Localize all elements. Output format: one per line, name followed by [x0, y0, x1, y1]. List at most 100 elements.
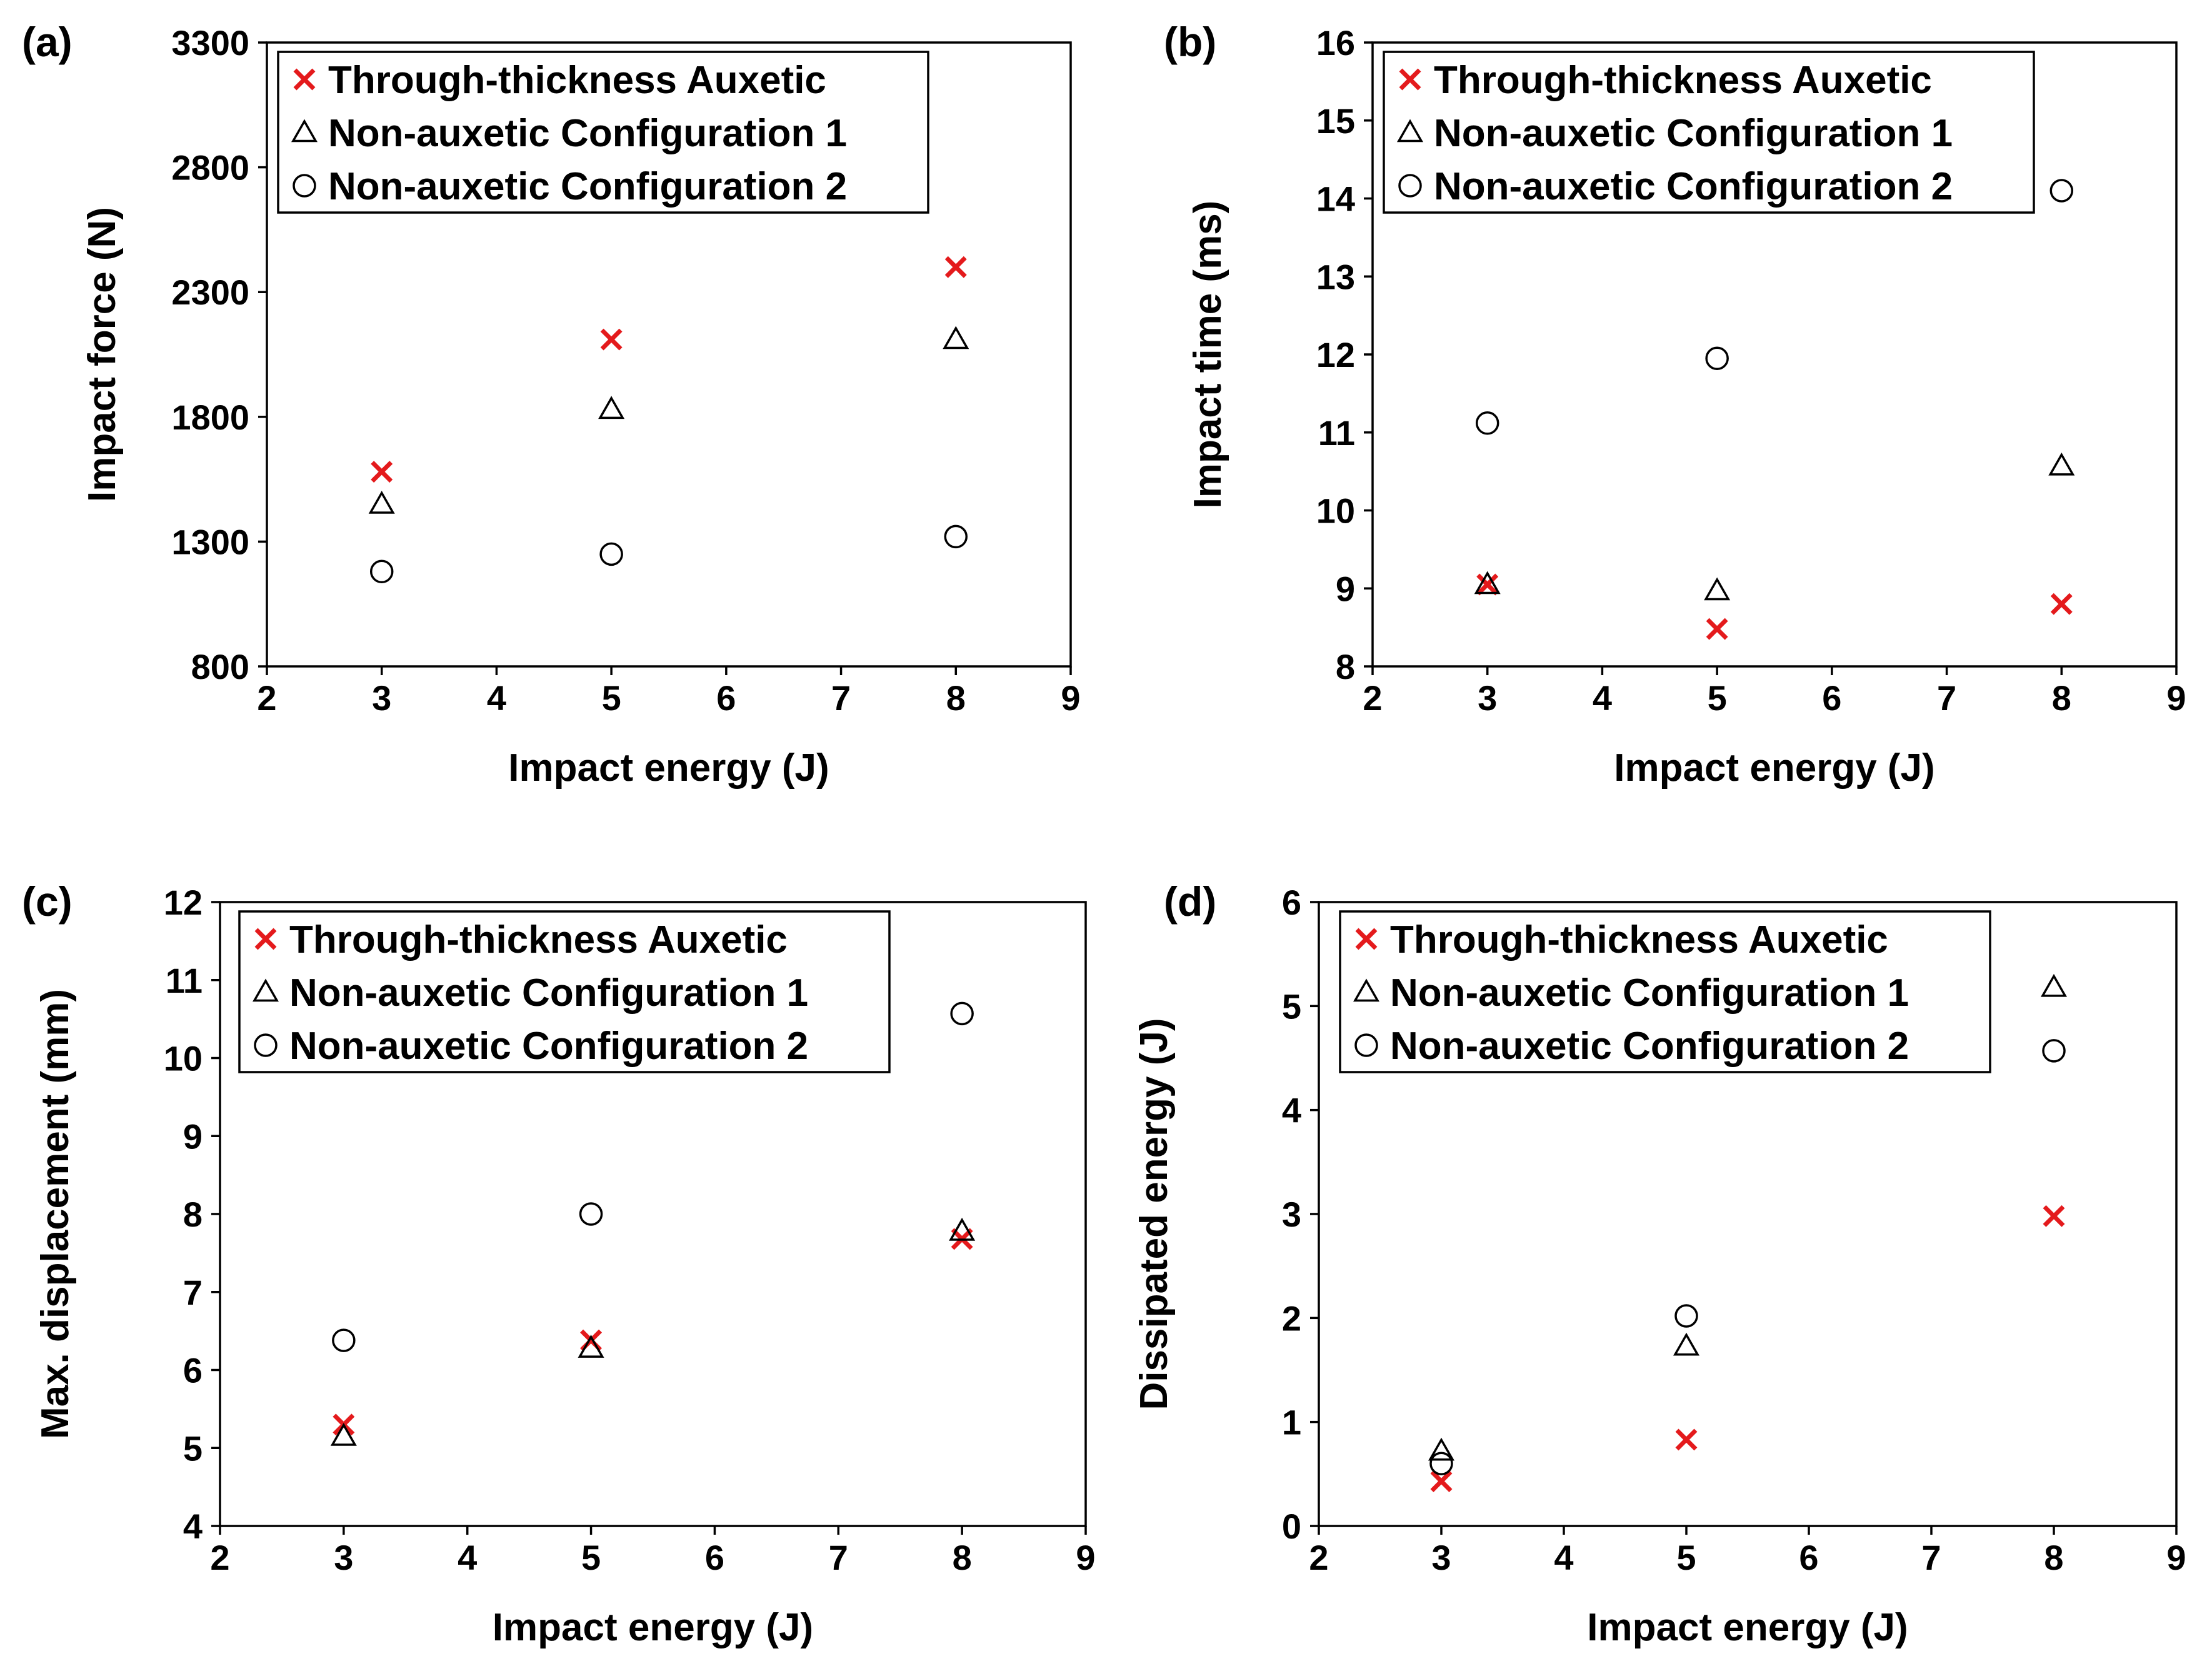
panel-c-x-tick-label: 5: [581, 1538, 601, 1577]
panel-a-x-tick-label: 2: [257, 678, 276, 718]
panel-d-series-0-point: [1430, 1470, 1453, 1492]
panel-c-series-1-point: [330, 1423, 357, 1446]
panel-a-series-1-point: [943, 326, 969, 349]
panel-a-x-axis-label: Impact energy (J): [508, 746, 829, 790]
panel-d-y-tick-label: 5: [1282, 986, 1301, 1026]
panel-c-x-tick-label: 9: [1076, 1538, 1095, 1577]
panel-d-x-axis-label: Impact energy (J): [1587, 1606, 1908, 1649]
panel-a-x-tick-label: 7: [831, 678, 851, 718]
panel-c-series-2-point: [950, 1001, 974, 1026]
panel-c-legend-entry-1: Non-auxetic Configuration 1: [289, 971, 808, 1015]
panel-d-y-tick-label: 2: [1282, 1298, 1301, 1338]
panel-c-legend-marker-0: [254, 928, 277, 950]
panel-c-series-1-point: [578, 1335, 604, 1358]
panel-b-series-2-point: [2049, 179, 2074, 203]
panel-a-series-2-point: [369, 560, 394, 584]
panel-c-x-tick-label: 6: [705, 1538, 724, 1577]
panel-c-x-axis-label: Impact energy (J): [493, 1606, 813, 1649]
panel-b-x-tick-label: 9: [2166, 678, 2186, 718]
panel-b-x-tick-label: 6: [1822, 678, 1841, 718]
panel-d-y-tick-label: 1: [1282, 1403, 1301, 1442]
panel-d-legend: Through-thickness Auxetic Non-auxetic Con…: [1339, 910, 1991, 1073]
panel-b-legend-marker-1: [1396, 119, 1424, 143]
panel-c-legend-marker-1: [252, 978, 279, 1002]
panel-b-series-2-point: [1705, 346, 1729, 370]
panel-a-legend-entry-0: Through-thickness Auxetic: [328, 59, 826, 102]
panel-a-legend-marker-1: [291, 119, 318, 143]
panel-b-x-tick-label: 2: [1363, 678, 1382, 718]
panel-c-legend-entry-0: Through-thickness Auxetic: [289, 918, 788, 961]
panel-d-x-tick-label: 6: [1799, 1538, 1818, 1577]
panel-c-panel-label: (c): [22, 878, 73, 925]
panel-d-y-axis-label: Dissipated energy (J): [1133, 1018, 1176, 1410]
panel-a-y-tick-label: 1300: [171, 522, 249, 561]
panel-d-x-tick-label: 8: [2044, 1538, 2063, 1577]
panel-d-panel-label: (d): [1164, 878, 1216, 925]
panel-b-series-1-point: [2048, 452, 2075, 476]
panel-d-legend-marker-1: [1353, 978, 1380, 1002]
panel-d-legend-marker-2: [1354, 1033, 1378, 1057]
panel-b-x-tick-label: 4: [1593, 678, 1612, 718]
panel-d-series-1-point: [1428, 1437, 1455, 1461]
panel-c-legend-marker-2: [254, 1033, 278, 1057]
panel-a-x-tick-label: 4: [487, 678, 506, 718]
panel-d-legend-box: [1339, 910, 1991, 1073]
panel-a-x-tick-label: 8: [946, 678, 966, 718]
panel-b-legend-marker-0: [1399, 68, 1421, 91]
panel-d-series-2-point: [2042, 1039, 2066, 1063]
panel-c-series-1-point: [949, 1217, 976, 1241]
panel-b-series-1-point: [1704, 577, 1731, 601]
panel-a-series-2-point: [599, 542, 623, 566]
panel-a-series-0-point: [944, 256, 967, 278]
panel-c-y-tick-label: 12: [164, 883, 203, 922]
panel-a-series-1-point: [368, 490, 395, 514]
panel-a-legend: Through-thickness Auxetic Non-auxetic Con…: [277, 51, 929, 214]
panel-d-legend-entry-2: Non-auxetic Configuration 2: [1390, 1025, 1909, 1068]
panel-a-legend-marker-0: [293, 68, 316, 91]
panel-a-y-axis-label: Impact force (N): [81, 207, 124, 502]
panel-b-y-tick-label: 10: [1316, 491, 1355, 531]
panel-d-x-tick-label: 2: [1309, 1538, 1328, 1577]
panel-c-y-tick-label: 4: [183, 1507, 203, 1546]
panel-b-y-tick-label: 15: [1316, 101, 1355, 141]
panel-a-y-tick-label: 800: [191, 647, 249, 686]
panel-a-legend-entry-2: Non-auxetic Configuration 2: [328, 165, 847, 208]
panel-c-series-2-point: [332, 1328, 356, 1352]
panel-d-x-tick-label: 9: [2166, 1538, 2186, 1577]
panel-c-y-tick-label: 8: [183, 1195, 203, 1234]
panel-d-legend-entry-0: Through-thickness Auxetic: [1390, 918, 1888, 961]
panel-b-y-axis-label: Impact time (ms): [1186, 201, 1229, 509]
panel-b-y-tick-label: 16: [1316, 23, 1355, 63]
panel-c-y-tick-label: 6: [183, 1351, 203, 1390]
panel-a-series-0-point: [600, 328, 623, 351]
panel-a-plot-area: [266, 41, 1072, 668]
panel-a-legend-box: [277, 51, 929, 214]
panel-b-x-tick-label: 3: [1478, 678, 1497, 718]
panel-b-legend: Through-thickness Auxetic Non-auxetic Con…: [1383, 51, 2035, 214]
panel-b-x-tick-label: 8: [2052, 678, 2071, 718]
panel-c-y-tick-label: 11: [166, 961, 203, 1000]
panel-a-x-tick-label: 3: [372, 678, 391, 718]
panel-a-chart: 2 3 4 5 6 7 8 9 800 1300 1800 2300 2800 3300 Impact en…: [22, 19, 1081, 790]
panel-a-x-tick-label: 9: [1061, 678, 1080, 718]
panel-d-series-0-point: [1675, 1428, 1698, 1451]
panel-d-legend-entry-1: Non-auxetic Configuration 1: [1390, 971, 1909, 1015]
panel-a-legend-marker-2: [293, 174, 316, 198]
panel-b-legend-marker-2: [1398, 174, 1422, 198]
panel-b-x-tick-label: 7: [1937, 678, 1956, 718]
panel-a-panel-label: (a): [22, 19, 73, 65]
panel-c-chart: 2 3 4 5 6 7 8 9 4 5 6 7 8 9 10 11 12 Impact energy (J) Max…: [22, 878, 1096, 1649]
panel-b-series-0-point: [2050, 593, 2073, 615]
panel-a-y-tick-label: 3300: [171, 23, 249, 63]
panel-c-y-tick-label: 9: [183, 1116, 203, 1156]
panel-b-legend-box: [1383, 51, 2035, 214]
panel-a-y-tick-label: 2800: [171, 148, 249, 188]
panel-d-y-tick-label: 3: [1282, 1195, 1301, 1234]
panel-b-y-tick-label: 14: [1316, 179, 1355, 219]
panel-b-x-axis-label: Impact energy (J): [1614, 746, 1934, 790]
panel-a-x-tick-label: 5: [602, 678, 621, 718]
panel-c-legend-entry-2: Non-auxetic Configuration 2: [289, 1025, 808, 1068]
panel-c-x-tick-label: 4: [458, 1538, 477, 1577]
panel-d-series-1-point: [1673, 1332, 1700, 1356]
panel-b-y-tick-label: 13: [1316, 257, 1355, 296]
